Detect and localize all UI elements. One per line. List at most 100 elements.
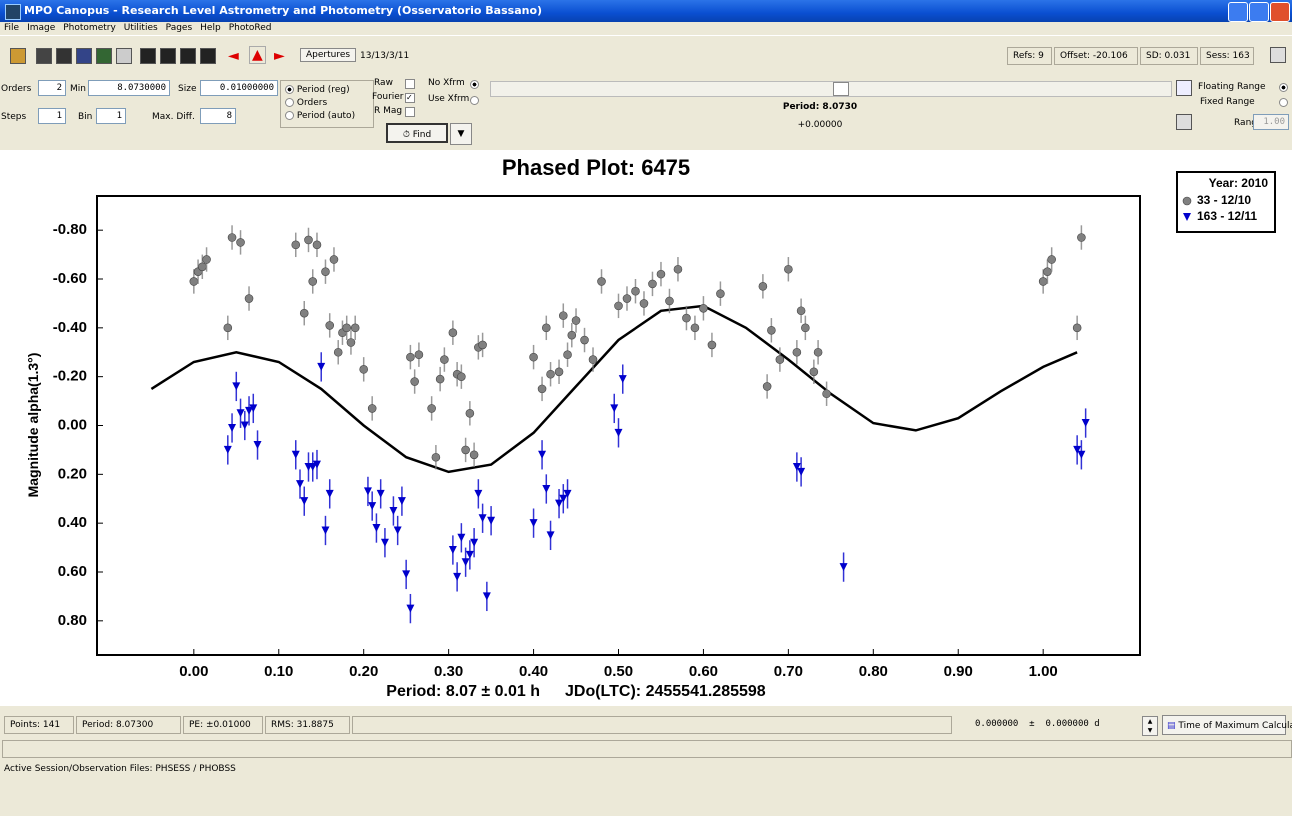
- range-input[interactable]: 1.00: [1253, 114, 1289, 130]
- data-point: [249, 404, 258, 413]
- find-button[interactable]: ⏱ Find: [386, 123, 448, 143]
- mode-option[interactable]: Period (reg): [285, 85, 350, 95]
- arrow-left[interactable]: ◄: [228, 48, 239, 64]
- toolbar-icon[interactable]: [10, 48, 26, 64]
- close-button[interactable]: [1270, 2, 1290, 22]
- data-point: [656, 269, 666, 279]
- arrow-up[interactable]: ▲: [249, 46, 266, 64]
- data-point: [372, 524, 381, 533]
- tmax-spinner[interactable]: ▲ ▼: [1142, 716, 1158, 736]
- arrow-right[interactable]: ►: [274, 48, 285, 64]
- size-input[interactable]: 0.01000000: [200, 80, 278, 96]
- x-tick-label: 0.80: [859, 663, 888, 680]
- data-point: [614, 428, 623, 437]
- max-diff-input[interactable]: 8: [200, 108, 236, 124]
- data-point: [580, 335, 589, 345]
- orders-label: Orders: [1, 84, 32, 94]
- data-point: [440, 355, 449, 364]
- data-point: [537, 384, 547, 394]
- data-point: [529, 352, 538, 362]
- data-point: [240, 421, 249, 430]
- apertures-button[interactable]: Apertures: [300, 48, 357, 62]
- slider-thumb[interactable]: [833, 82, 849, 96]
- menu-item[interactable]: Image: [27, 23, 56, 33]
- orders-input[interactable]: 2: [38, 80, 66, 96]
- binoculars-icon[interactable]: [1176, 114, 1192, 130]
- app-icon: [5, 4, 21, 20]
- maximize-button[interactable]: [1249, 2, 1269, 22]
- data-point: [559, 494, 568, 503]
- data-point: [690, 323, 700, 333]
- refs-pane: Refs: 9: [1007, 47, 1052, 65]
- x-tick-label: 0.00: [179, 663, 208, 680]
- data-point: [767, 325, 776, 335]
- data-point: [245, 406, 254, 415]
- data-point: [792, 463, 801, 472]
- legend-marker: [1183, 213, 1191, 221]
- menu-item[interactable]: Help: [200, 23, 221, 33]
- floating-range-radio[interactable]: [1279, 83, 1288, 92]
- min-input[interactable]: 8.0730000: [88, 80, 170, 96]
- no-xfrm-radio[interactable]: [470, 80, 479, 89]
- range-icon[interactable]: [1176, 80, 1192, 96]
- find-dropdown[interactable]: ▼: [450, 123, 472, 145]
- toolbar-icon[interactable]: [1270, 47, 1286, 63]
- period-slider[interactable]: [490, 81, 1172, 97]
- data-point: [784, 264, 793, 274]
- toolbar-icon[interactable]: [36, 48, 52, 64]
- y-tick-label: -0.80: [53, 221, 87, 238]
- data-point: [538, 450, 547, 459]
- tmax-button[interactable]: ▤ Time of Maximum Calculator: [1162, 715, 1292, 735]
- toolbar-icon[interactable]: [160, 48, 176, 64]
- data-point: [427, 404, 436, 413]
- steps-input[interactable]: 1: [38, 108, 66, 124]
- toolbar-icon[interactable]: [76, 48, 92, 64]
- menu-item[interactable]: PhotoRed: [228, 23, 272, 33]
- toolbar-icon[interactable]: [180, 48, 196, 64]
- data-point: [707, 340, 717, 350]
- mode-option[interactable]: Orders: [285, 98, 327, 108]
- data-point: [461, 445, 470, 455]
- x-tick-label: 0.20: [349, 663, 378, 680]
- x-tick-label: 0.70: [774, 663, 803, 680]
- data-point: [801, 323, 810, 333]
- bin-input[interactable]: 1: [96, 108, 126, 124]
- max-diff-label: Max. Diff.: [152, 112, 195, 122]
- y-tick-label: -0.60: [53, 270, 87, 287]
- toolbar-icon[interactable]: [200, 48, 216, 64]
- toolbar-icon[interactable]: [56, 48, 72, 64]
- data-point: [546, 531, 555, 540]
- data-point: [312, 460, 321, 469]
- minimize-button[interactable]: [1228, 2, 1248, 22]
- data-point: [397, 497, 406, 506]
- raw-checkbox[interactable]: [405, 79, 415, 89]
- data-point: [555, 499, 564, 508]
- window-title: MPO Canopus - Research Level Astrometry …: [24, 4, 543, 17]
- y-tick-label: 0.60: [58, 563, 87, 580]
- use-xfrm-radio[interactable]: [470, 96, 479, 105]
- menu-item[interactable]: Utilities: [123, 23, 158, 33]
- data-point: [542, 323, 551, 333]
- chart-title: Phased Plot: 6475: [502, 155, 690, 180]
- fit-curve: [150, 304, 1078, 474]
- x-tick-label: 0.40: [519, 663, 548, 680]
- fourier-checkbox[interactable]: ✓: [405, 93, 415, 103]
- menu-item[interactable]: File: [4, 23, 20, 33]
- menu-item[interactable]: Photometry: [63, 23, 116, 33]
- x-tick-label: 0.50: [604, 663, 633, 680]
- fixed-range-radio[interactable]: [1279, 98, 1288, 107]
- data-point: [665, 296, 674, 306]
- data-point: [1047, 255, 1056, 264]
- data-point: [839, 563, 848, 572]
- data-point: [453, 572, 462, 581]
- y-tick-label: 0.00: [58, 416, 87, 433]
- files-status: Active Session/Observation Files: PHSESS…: [4, 764, 236, 774]
- menu-item[interactable]: Pages: [165, 23, 193, 33]
- data-point: [376, 489, 385, 498]
- toolbar-icon[interactable]: [140, 48, 156, 64]
- toolbar-icon[interactable]: [116, 48, 132, 64]
- r-mag-checkbox[interactable]: [405, 107, 415, 117]
- mode-option[interactable]: Period (auto): [285, 111, 355, 121]
- toolbar-icon[interactable]: [96, 48, 112, 64]
- data-point: [614, 301, 623, 311]
